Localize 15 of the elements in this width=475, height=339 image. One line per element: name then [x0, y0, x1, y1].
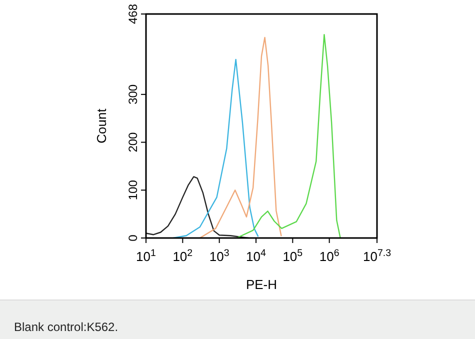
y-tick-label: 200: [126, 132, 140, 152]
x-tick-label: 10$^{3}$: [209, 248, 230, 264]
x-tick-label: 10$^{5}$: [282, 248, 304, 264]
y-axis-title: Count: [94, 108, 109, 144]
y-tick-label: 100: [126, 180, 140, 200]
x-axis-title: PE-H: [246, 277, 278, 292]
x-tick-label: 10$^{6}$: [319, 248, 340, 264]
x-tick-label: 10$^{1}$: [136, 248, 156, 264]
x-tick-label: 10$^{4}$: [246, 248, 267, 264]
y-tick-label: 300: [126, 84, 140, 104]
y-tick-label: 468: [126, 4, 140, 24]
x-tick-label: 10$^{2}$: [172, 248, 193, 264]
x-tick-label: 10$^{7.3}$: [362, 248, 392, 264]
text: Blank control:K562.: [14, 320, 118, 334]
y-tick-label: 0: [126, 234, 140, 242]
